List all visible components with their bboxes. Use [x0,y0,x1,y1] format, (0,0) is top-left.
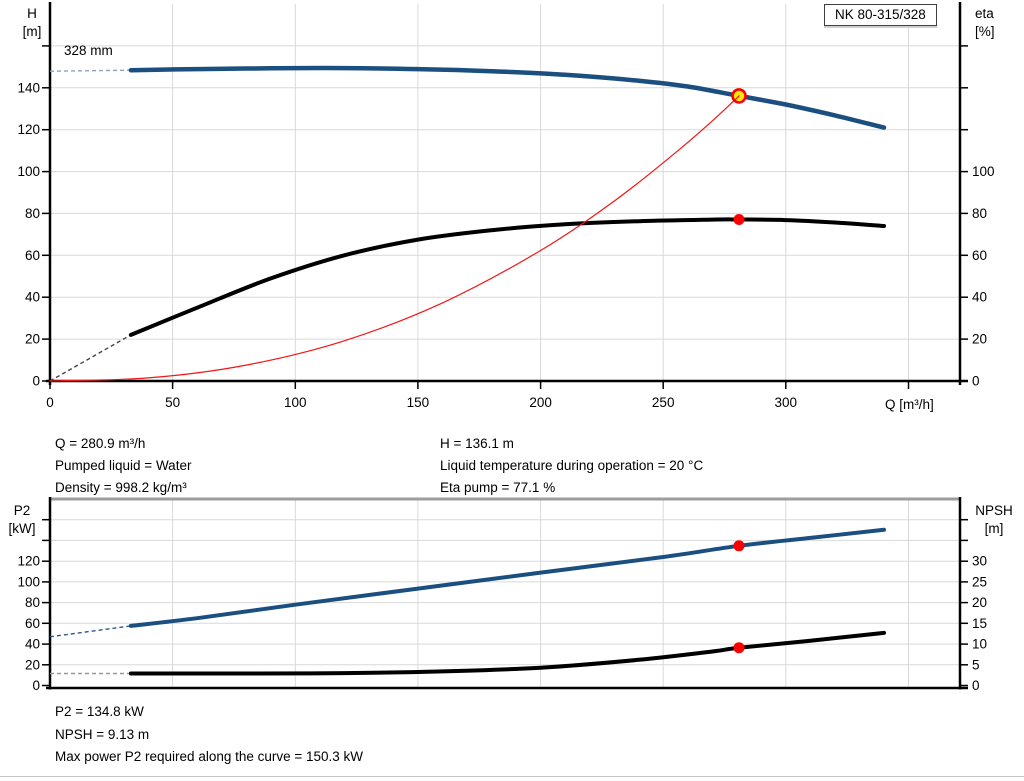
q-axis-label: Q [m³/h] [885,397,934,412]
svg-text:250: 250 [652,395,675,410]
svg-text:150: 150 [407,395,430,410]
p2-axis-symbol: P2 [13,503,31,518]
eta-axis-label: eta [%] [975,5,995,41]
svg-text:80: 80 [25,206,40,221]
p2-axis-label: P2 [kW] [0,502,44,538]
svg-text:40: 40 [25,290,40,305]
svg-text:60: 60 [972,248,987,263]
svg-text:10: 10 [972,637,987,652]
svg-text:20: 20 [972,595,987,610]
svg-text:20: 20 [25,657,40,672]
svg-text:120: 120 [17,122,40,137]
svg-text:100: 100 [284,395,307,410]
svg-text:0: 0 [46,395,54,410]
svg-text:0: 0 [972,374,980,389]
p2-curve-lead [49,625,131,638]
svg-text:140: 140 [17,80,40,95]
efficiency-curve [128,217,886,337]
svg-text:25: 25 [972,574,987,589]
eta-axis-symbol: eta [975,6,994,21]
svg-text:0: 0 [32,374,40,389]
system-curve [49,95,740,382]
svg-text:30: 30 [972,554,987,569]
svg-text:0: 0 [972,678,980,693]
gridlines [50,499,960,688]
head-curve-328mm-lead [49,69,131,72]
svg-text:0: 0 [32,678,40,693]
svg-text:50: 50 [165,395,180,410]
svg-text:100: 100 [17,574,40,589]
operating-data-right: H = 136.1 m Liquid temperature during op… [440,433,703,499]
operating-data-left: Q = 280.9 m³/h Pumped liquid = Water Den… [55,433,191,499]
max-power-value: Max power P2 required along the curve = … [55,749,364,764]
axes: 0 20 40 60 80 100 120 0 5 10 15 20 25 30 [17,497,987,693]
npsh-curve [128,630,886,676]
npsh-axis-symbol: NPSH [975,503,1013,518]
svg-text:100: 100 [972,164,995,179]
flow-value: Q = 280.9 m³/h [55,436,146,451]
p2-npsh-chart: 0 20 40 60 80 100 120 0 5 10 15 20 25 30 [17,497,987,693]
impeller-diameter-label: 328 mm [64,43,113,58]
p2-curve [128,527,886,628]
gridlines [50,4,960,381]
svg-text:120: 120 [17,554,40,569]
npsh-axis-label: NPSH [m] [966,502,1022,538]
h-axis-unit: [m] [22,24,42,39]
duty-point-p2[interactable] [733,540,745,552]
svg-text:80: 80 [972,206,987,221]
p2-value: P2 = 134.8 kW [55,704,144,719]
svg-text:100: 100 [17,164,40,179]
pumped-liquid-value: Pumped liquid = Water [55,458,192,473]
npsh-value: NPSH = 9.13 m [55,726,150,742]
power-npsh-data: P2 = 134.8 kW NPSH = 9.13 m Max power P2… [55,701,363,769]
h-axis-label: H [m] [12,5,52,41]
svg-text:60: 60 [25,616,40,631]
eta-axis-unit: [%] [975,24,995,39]
head-value: H = 136.1 m [440,436,514,451]
density-value: Density = 998.2 kg/m³ [55,480,187,495]
npsh-axis-unit: [m] [984,521,1004,536]
svg-text:20: 20 [25,332,40,347]
liquid-temperature-value: Liquid temperature during operation = 20… [440,458,704,473]
p2-axis-unit: [kW] [8,521,36,536]
svg-text:80: 80 [25,595,40,610]
svg-text:200: 200 [529,395,552,410]
svg-text:40: 40 [972,290,987,305]
duty-point-npsh[interactable] [733,642,745,654]
efficiency-curve-lead [49,334,132,382]
svg-text:5: 5 [972,657,980,672]
svg-text:20: 20 [972,332,987,347]
pump-type-box: NK 80-315/328 [824,4,937,26]
svg-text:300: 300 [775,395,798,410]
head-curve-328mm [128,65,887,130]
svg-text:40: 40 [25,637,40,652]
eta-pump-value: Eta pump = 77.1 % [440,480,556,495]
qh-eta-chart: 0 20 40 60 80 100 120 140 0 20 40 60 80 100 0 50 100 150 2… [17,2,995,410]
duty-point-eta[interactable] [733,214,745,225]
bottom-divider [0,776,1024,777]
h-axis-symbol: H [27,6,37,21]
svg-text:15: 15 [972,616,987,631]
axes: 0 20 40 60 80 100 120 140 0 20 40 60 80 100 0 50 100 150 2… [17,2,995,410]
svg-text:60: 60 [25,248,40,263]
